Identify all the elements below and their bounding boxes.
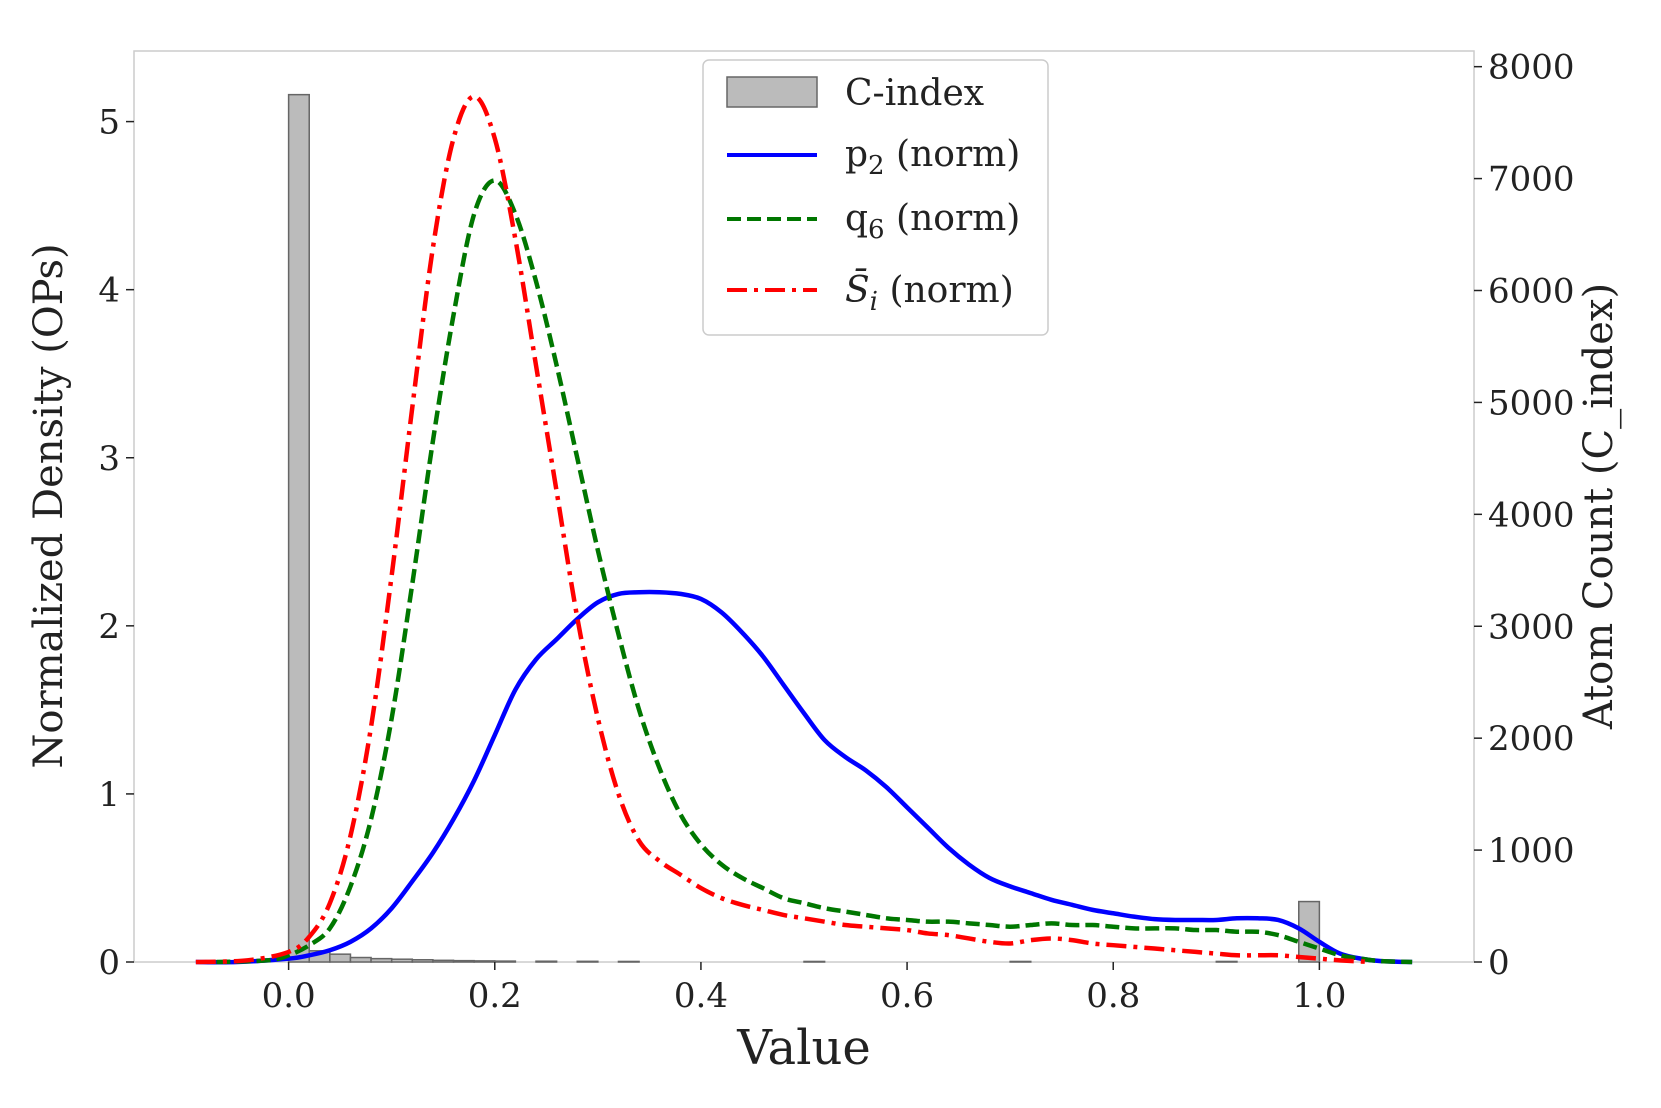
histogram-bar [535,960,558,963]
left-y-axis-label: Normalized Density (OPs) [26,243,72,768]
left-y-tick-label: 2 [98,607,120,647]
right-y-tick-label: 8000 [1488,48,1575,88]
right-y-tick-label: 7000 [1488,160,1575,200]
legend-label-q6: q6 (norm) [845,198,1020,245]
histogram-bar [349,956,372,963]
histogram-bar [390,958,414,963]
left-y-tick-label: 0 [98,943,120,983]
histogram-bar [473,960,496,963]
kde-lines-layer [195,94,1413,965]
series-line-p2 [195,589,1413,965]
x-tick-label: 0.8 [1086,976,1140,1016]
right-y-tick-label: 2000 [1488,719,1575,759]
histogram-bar [1009,960,1032,963]
histogram-bar [370,957,393,963]
legend-patch-c-index [726,76,818,108]
histogram-bar [411,959,434,963]
legend-label-p2: p2 (norm) [845,134,1020,181]
right-y-tick-label: 6000 [1488,272,1575,312]
histogram-bar [287,93,310,963]
right-y-tick-label: 3000 [1488,607,1575,647]
series-line-si [195,94,1372,965]
right-y-axis-label: Atom Count (C_index) [1576,283,1622,730]
x-tick-label: 0.2 [468,976,522,1016]
histogram-bar [617,960,640,963]
histogram-layer [287,93,1321,963]
left-y-tick-label: 4 [98,271,120,311]
x-axis-label: Value [736,1020,871,1076]
histogram-bar [1215,960,1238,963]
series-line-q6 [216,178,1413,965]
legend-label-c-index: C-index [845,73,984,114]
x-axis-ticks: 0.0 0.2 0.4 0.6 0.8 1.0 [262,962,1346,1016]
legend-label-si: S̄i (norm) [845,268,1014,317]
x-tick-label: 1.0 [1292,976,1346,1016]
legend-frame [702,59,1049,336]
histogram-bar [432,959,455,963]
histogram-bar [803,960,826,963]
left-y-tick-label: 5 [98,103,120,143]
histogram-bar [494,960,517,963]
left-y-tick-label: 1 [98,775,120,815]
left-y-axis-ticks: 0 1 2 3 4 5 [98,103,134,983]
histogram-bar [452,959,475,963]
x-tick-label: 0.6 [880,976,934,1016]
histogram-bar [329,953,352,963]
right-y-tick-label: 5000 [1488,383,1575,423]
x-tick-label: 0.4 [674,976,728,1016]
legend: C-index p2 (norm) q6 (norm) S̄i (norm) [702,59,1049,336]
histogram-bar [576,960,599,963]
x-tick-label: 0.0 [262,976,316,1016]
right-y-tick-label: 1000 [1488,831,1575,871]
right-y-tick-label: 4000 [1488,495,1575,535]
left-y-tick-label: 3 [98,439,120,479]
right-y-axis-ticks: 0 1000 2000 3000 4000 5000 6000 7000 8000 [1474,48,1575,983]
right-y-tick-label: 0 [1488,943,1510,983]
